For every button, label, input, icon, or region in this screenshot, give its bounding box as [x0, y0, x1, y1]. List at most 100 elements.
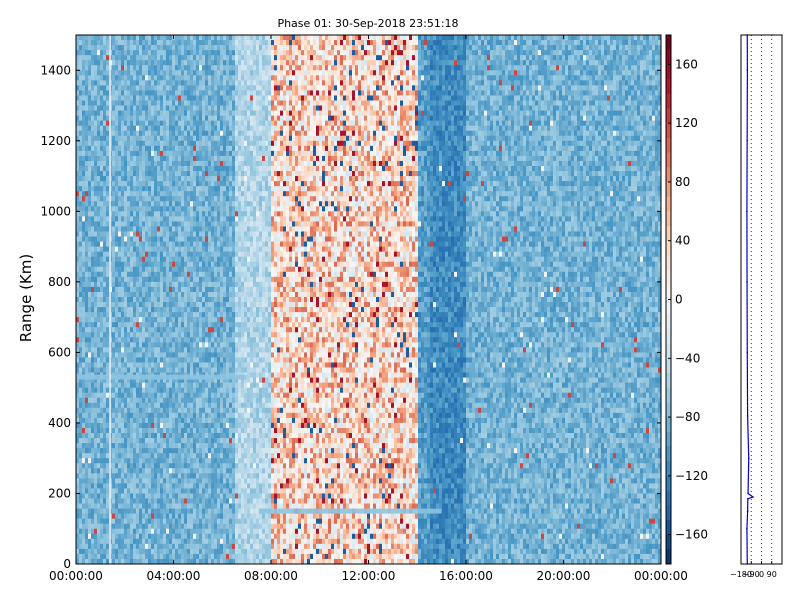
heatmap-cell	[136, 458, 140, 464]
heatmap-cell	[82, 498, 86, 504]
heatmap-cell	[115, 85, 119, 91]
heatmap-cell	[160, 317, 164, 323]
heatmap-cell	[115, 55, 119, 61]
heatmap-cell	[106, 438, 110, 444]
heatmap-cell	[130, 427, 134, 434]
heatmap-cell	[139, 362, 143, 368]
heatmap-cell	[184, 65, 188, 71]
heatmap-cell	[193, 135, 197, 142]
heatmap-cell	[178, 75, 182, 81]
heatmap-cell	[178, 246, 182, 253]
heatmap-cell	[85, 553, 89, 560]
heatmap-cell	[196, 201, 200, 207]
heatmap-cell	[100, 221, 104, 227]
heatmap-cell	[103, 327, 107, 333]
heatmap-cell	[196, 55, 200, 61]
heatmap-cell	[208, 120, 212, 127]
heatmap-cell	[196, 543, 200, 550]
heatmap-cell	[187, 402, 191, 409]
heatmap-cell	[136, 286, 140, 293]
heatmap-cell	[181, 186, 185, 192]
heatmap-cell	[193, 453, 197, 459]
heatmap-cell	[178, 296, 182, 303]
heatmap-cell	[205, 317, 209, 323]
heatmap-cell	[199, 135, 203, 142]
heatmap-cell	[130, 236, 134, 242]
heatmap-cell	[139, 95, 143, 101]
heatmap-cell	[76, 397, 80, 404]
heatmap-cell	[121, 120, 125, 127]
heatmap-cell	[88, 261, 92, 268]
heatmap-cell	[175, 422, 179, 429]
heatmap-cell	[151, 160, 155, 167]
heatmap-cell	[160, 196, 164, 202]
heatmap-cell	[142, 367, 146, 373]
heatmap-cell	[181, 453, 185, 459]
heatmap-cell	[208, 75, 212, 81]
heatmap-cell	[175, 523, 179, 530]
heatmap-cell	[97, 433, 101, 439]
heatmap-cell	[130, 251, 134, 258]
heatmap-cell	[175, 377, 179, 384]
heatmap-cell	[127, 438, 131, 444]
heatmap-cell	[127, 125, 131, 132]
heatmap-cell	[181, 357, 185, 363]
heatmap-cell	[172, 95, 176, 101]
heatmap-cell	[121, 276, 125, 283]
heatmap-cell	[163, 427, 167, 434]
heatmap-cell	[160, 473, 164, 479]
heatmap-cell	[184, 191, 188, 197]
heatmap-cell	[199, 538, 203, 545]
heatmap-cell	[103, 493, 107, 499]
heatmap-cell	[199, 528, 203, 535]
heatmap-cell	[199, 55, 203, 61]
heatmap-cell	[214, 125, 218, 132]
heatmap-cell	[115, 473, 119, 479]
heatmap-cell	[190, 196, 194, 202]
heatmap-cell	[133, 317, 137, 323]
heatmap-cell	[205, 145, 209, 152]
heatmap-cell	[151, 322, 155, 328]
heatmap-cell	[91, 543, 95, 550]
heatmap-cell	[160, 478, 164, 484]
heatmap-cell	[193, 387, 197, 394]
heatmap-cell	[136, 402, 140, 409]
heatmap-cell	[214, 327, 218, 333]
heatmap-cell	[151, 483, 155, 489]
heatmap-cell	[208, 362, 212, 368]
heatmap-cell	[139, 226, 143, 232]
heatmap-cell	[175, 382, 179, 389]
heatmap-cell	[97, 100, 101, 106]
heatmap-cell	[88, 271, 92, 278]
heatmap-cell	[148, 196, 152, 202]
heatmap-cell	[82, 140, 86, 147]
heatmap-cell	[196, 186, 200, 192]
heatmap-cell	[187, 392, 191, 399]
heatmap-cell	[133, 553, 137, 560]
heatmap-cell	[187, 196, 191, 202]
heatmap-cell	[205, 196, 209, 202]
heatmap-cell	[154, 105, 158, 111]
heatmap-cell	[211, 40, 215, 46]
heatmap-cell	[184, 412, 188, 419]
heatmap-cell	[157, 528, 161, 535]
heatmap-cell	[166, 322, 170, 328]
heatmap-cell	[187, 503, 191, 509]
heatmap-cell	[151, 473, 155, 479]
heatmap-cell	[217, 221, 221, 227]
heatmap-cell	[181, 45, 185, 51]
heatmap-cell	[133, 75, 137, 81]
heatmap-cell	[163, 443, 167, 449]
heatmap-cell	[103, 473, 107, 479]
heatmap-cell	[106, 216, 110, 222]
heatmap-cell	[79, 362, 83, 368]
heatmap-cell	[115, 322, 119, 328]
heatmap-cell	[187, 281, 191, 288]
heatmap-cell	[202, 438, 206, 444]
heatmap-cell	[190, 347, 194, 353]
heatmap-cell	[196, 528, 200, 535]
heatmap-cell	[214, 508, 218, 515]
heatmap-cell	[172, 181, 176, 187]
heatmap-cell	[136, 160, 140, 167]
heatmap-cell	[91, 548, 95, 555]
